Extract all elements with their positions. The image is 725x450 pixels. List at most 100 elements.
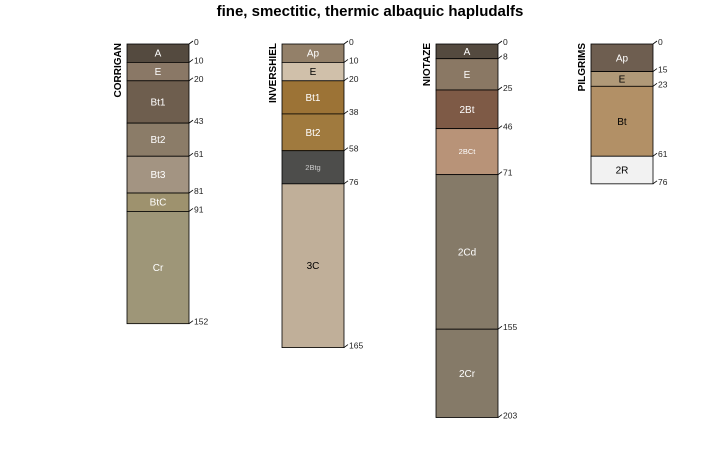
- depth-label: 0: [349, 37, 354, 47]
- depth-tick: [343, 147, 349, 152]
- depth-tick: [652, 82, 658, 87]
- depth-label: 71: [503, 168, 513, 178]
- profile-invershiel: INVERSHIEL Ap E Bt1 Bt2 2Btg 3C 0 10 20 38 58 76 165: [268, 37, 363, 351]
- depth-tick: [188, 320, 194, 324]
- horizon-e: [435, 58, 499, 91]
- depth-label: 155: [503, 322, 517, 332]
- depth-tick: [652, 152, 658, 157]
- depth-label: 43: [194, 116, 204, 126]
- horizon-label: A: [464, 47, 471, 58]
- horizon-2cr: [435, 328, 499, 418]
- depth-label: 152: [194, 317, 208, 327]
- profile-name: NIOTAZE: [422, 43, 433, 86]
- profile-corrigan: CORRIGAN AE Bt1 Bt2 Bt3 BtC Cr 0 10 20 43 61 81 91 152: [113, 37, 208, 327]
- depth-label: 8: [503, 52, 508, 62]
- depth-label: 0: [503, 37, 508, 47]
- horizon-label: 2R: [616, 166, 629, 177]
- horizon-label: Bt2: [150, 135, 165, 146]
- depth-label: 76: [349, 177, 359, 187]
- depth-tick: [343, 180, 349, 185]
- depth-label: 23: [658, 79, 668, 89]
- horizon-2cd: [435, 174, 499, 330]
- horizon-label: A: [155, 49, 162, 60]
- horizon-2bt: [435, 89, 499, 130]
- depth-tick: [188, 119, 194, 124]
- depth-label: 10: [194, 55, 204, 65]
- depth-tick: [343, 110, 349, 115]
- horizon-label: E: [619, 74, 626, 85]
- horizon-label: 2Cr: [459, 369, 476, 380]
- depth-label: 61: [194, 149, 204, 159]
- horizon-label: BtC: [150, 198, 167, 209]
- depth-tick: [343, 40, 349, 45]
- depth-tick: [188, 40, 194, 45]
- horizon-label: 2Bt: [459, 105, 474, 116]
- horizon-label: 2Cd: [458, 247, 476, 258]
- horizon-label: 3C: [307, 261, 320, 272]
- depth-label: 76: [658, 177, 668, 187]
- depth-tick: [188, 152, 194, 157]
- depth-tick: [188, 59, 194, 63]
- horizon-2bct: [435, 128, 499, 176]
- horizon-label: Ap: [307, 49, 320, 60]
- depth-label: 0: [658, 37, 663, 47]
- depth-tick: [188, 208, 194, 212]
- depth-tick: [497, 414, 503, 418]
- horizon-label: Cr: [153, 263, 164, 274]
- horizon-label: Bt: [617, 117, 627, 128]
- horizon-2r: [590, 155, 654, 185]
- depth-label: 46: [503, 122, 513, 132]
- depth-tick: [343, 344, 349, 348]
- profiles-group: CORRIGAN AEBt1Bt2Bt3BtCCr0102043618191152…: [113, 37, 668, 421]
- horizon-label: E: [464, 70, 471, 81]
- horizon-label: E: [310, 67, 317, 78]
- chart-title: fine, smectitic, thermic albaquic haplud…: [217, 3, 524, 20]
- horizon-label: 2BCt: [459, 147, 477, 156]
- depth-label: 0: [194, 37, 199, 47]
- horizon-cr: [126, 211, 190, 325]
- horizon-label: Bt3: [150, 170, 165, 181]
- depth-label: 81: [194, 186, 204, 196]
- depth-label: 15: [658, 65, 668, 75]
- depth-label: 165: [349, 341, 363, 351]
- depth-label: 20: [194, 74, 204, 84]
- depth-tick: [497, 86, 503, 91]
- depth-tick: [652, 68, 658, 72]
- horizon-3c: [281, 183, 345, 348]
- horizon-label: Bt1: [305, 93, 320, 104]
- depth-tick: [652, 180, 658, 185]
- depth-tick: [188, 77, 194, 82]
- depth-label: 58: [349, 144, 359, 154]
- horizon-label: Ap: [616, 53, 629, 64]
- profile-name: INVERSHIEL: [268, 43, 279, 103]
- depth-tick: [497, 325, 503, 330]
- horizon-label: 2Btg: [305, 163, 320, 172]
- horizon-bt3: [126, 155, 190, 194]
- depth-label: 20: [349, 74, 359, 84]
- profile-name: CORRIGAN: [113, 43, 124, 97]
- depth-tick: [497, 55, 503, 60]
- depth-label: 203: [503, 411, 517, 421]
- horizon-label: E: [155, 67, 162, 78]
- horizon-label: Bt1: [150, 97, 165, 108]
- profile-name: PILGRIMS: [577, 43, 588, 92]
- depth-label: 10: [349, 55, 359, 65]
- depth-label: 61: [658, 149, 668, 159]
- depth-tick: [188, 189, 194, 194]
- depth-tick: [652, 40, 658, 45]
- depth-tick: [343, 59, 349, 63]
- horizon-label: Bt2: [305, 128, 320, 139]
- profile-pilgrims: PILGRIMS Ap E Bt 2R 0 15 23 61 76: [577, 37, 668, 187]
- horizon-bt2: [126, 122, 190, 157]
- depth-tick: [497, 171, 503, 175]
- depth-tick: [497, 40, 503, 45]
- depth-tick: [343, 77, 349, 82]
- depth-label: 25: [503, 83, 513, 93]
- horizon-bt: [590, 85, 654, 157]
- horizon-ap: [590, 43, 654, 73]
- depth-label: 38: [349, 107, 359, 117]
- depth-tick: [497, 125, 503, 129]
- depth-label: 91: [194, 204, 204, 214]
- profile-niotaze: NIOTAZE A E 2Bt 2BCt 2Cd 2Cr 0 8 25 46 71 155 203: [422, 37, 517, 421]
